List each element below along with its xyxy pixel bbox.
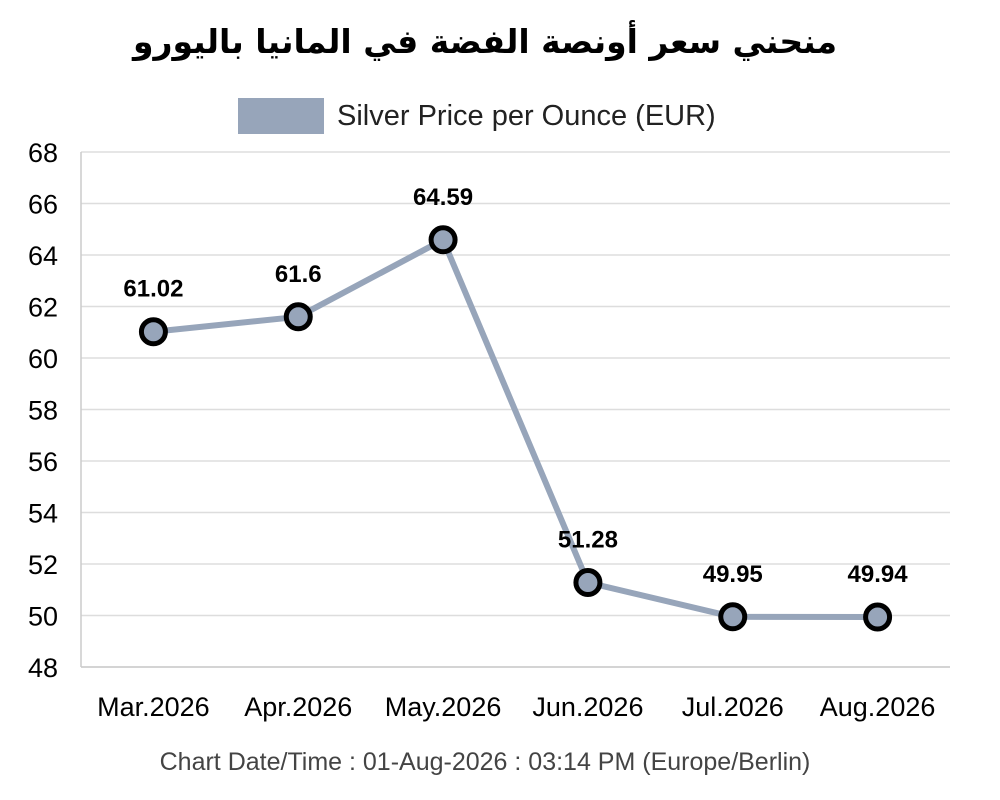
x-tick-label: May.2026: [385, 692, 502, 722]
y-tick-label: 52: [28, 550, 58, 580]
x-tick-label: Apr.2026: [244, 692, 352, 722]
data-point: [718, 602, 748, 632]
data-point: [138, 317, 168, 347]
data-label: 64.59: [413, 184, 473, 211]
data-point: [283, 302, 313, 332]
data-label: 51.28: [558, 527, 618, 554]
y-tick-label: 50: [28, 602, 58, 632]
data-label: 61.02: [123, 276, 183, 303]
legend: Silver Price per Ounce (EUR): [238, 98, 716, 134]
y-tick-label: 48: [28, 653, 58, 683]
data-label: 61.6: [275, 261, 322, 288]
y-tick-label: 58: [28, 396, 58, 426]
y-tick-label: 62: [28, 293, 58, 323]
x-tick-label: Mar.2026: [97, 692, 210, 722]
y-tick-label: 64: [28, 241, 58, 271]
chart-footer: Chart Date/Time : 01-Aug-2026 : 03:14 PM…: [159, 748, 811, 776]
x-tick-label: Aug.2026: [820, 692, 936, 722]
legend-swatch: [238, 98, 324, 134]
x-tick-label: Jun.2026: [532, 692, 643, 722]
y-tick-label: 66: [28, 190, 58, 220]
y-tick-label: 54: [28, 499, 58, 529]
x-tick-label: Jul.2026: [682, 692, 784, 722]
y-tick-label: 60: [28, 344, 58, 374]
series-line: [150, 236, 881, 621]
data-point: [428, 225, 458, 255]
y-tick-label: 56: [28, 447, 58, 477]
data-point: [863, 602, 893, 632]
data-label: 49.95: [703, 561, 763, 588]
data-label: 49.94: [848, 561, 909, 588]
y-tick-label: 68: [28, 138, 58, 168]
legend-label: Silver Price per Ounce (EUR): [337, 99, 716, 132]
chart-title: منحني سعر أونصة الفضة في المانيا باليورو: [132, 22, 838, 61]
data-point: [573, 568, 603, 598]
